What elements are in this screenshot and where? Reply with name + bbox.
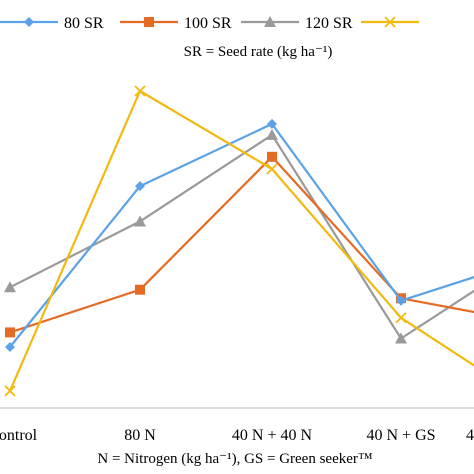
series-line bbox=[9, 133, 474, 340]
series-unnamed-4 bbox=[4, 85, 474, 397]
data-point-stroke-b bbox=[395, 312, 407, 324]
data-point bbox=[266, 163, 278, 175]
legend-marker-stroke-b bbox=[384, 16, 396, 28]
legend-note: SR = Seed rate (kg ha⁻¹) bbox=[184, 44, 333, 60]
legend-label: 80 SR bbox=[64, 15, 104, 32]
data-point bbox=[267, 151, 277, 162]
data-point bbox=[135, 284, 145, 295]
legend-item: 120 SR bbox=[241, 15, 353, 32]
series-120-sr bbox=[4, 128, 474, 344]
data-point bbox=[5, 327, 15, 338]
series-line bbox=[9, 155, 474, 334]
data-point bbox=[5, 342, 15, 353]
data-point bbox=[396, 295, 406, 306]
legend-marker bbox=[264, 16, 276, 27]
x-tick-label: 40 N + GS bbox=[366, 427, 435, 444]
x-tick-label: ontrol bbox=[0, 427, 38, 444]
data-point bbox=[135, 181, 145, 192]
legend-item bbox=[361, 16, 419, 28]
data-point-stroke-b bbox=[266, 163, 278, 175]
data-point bbox=[395, 332, 407, 344]
series-80-sr bbox=[5, 118, 474, 353]
data-point bbox=[134, 85, 146, 97]
legend-marker bbox=[384, 16, 396, 28]
data-point bbox=[4, 281, 16, 293]
data-point-stroke-b bbox=[4, 385, 16, 397]
legend: 80 SR 100 SR 120 SR bbox=[0, 15, 419, 32]
legend-marker bbox=[24, 17, 34, 27]
data-point-stroke-b bbox=[134, 85, 146, 97]
legend-marker bbox=[144, 17, 154, 27]
x-tick-label: 4 bbox=[466, 427, 474, 444]
x-tick-label: 40 N + 40 N bbox=[232, 427, 313, 444]
x-tick-labels: ontrol 80 N 40 N + 40 N 40 N + GS 4 bbox=[0, 427, 474, 444]
data-point bbox=[395, 312, 407, 324]
x-tick-label: 80 N bbox=[124, 427, 156, 444]
series-layer bbox=[4, 85, 474, 397]
x-axis-label: N = Nitrogen (kg ha⁻¹), GS = Green seeke… bbox=[97, 451, 373, 467]
data-point bbox=[4, 385, 16, 397]
legend-label: 100 SR bbox=[184, 15, 232, 32]
data-point bbox=[267, 118, 277, 129]
legend-label: 120 SR bbox=[305, 15, 353, 32]
series-100-sr bbox=[5, 151, 474, 338]
data-point bbox=[134, 215, 146, 227]
legend-item: 100 SR bbox=[120, 15, 232, 32]
data-point bbox=[266, 128, 278, 140]
legend-item: 80 SR bbox=[0, 15, 104, 32]
